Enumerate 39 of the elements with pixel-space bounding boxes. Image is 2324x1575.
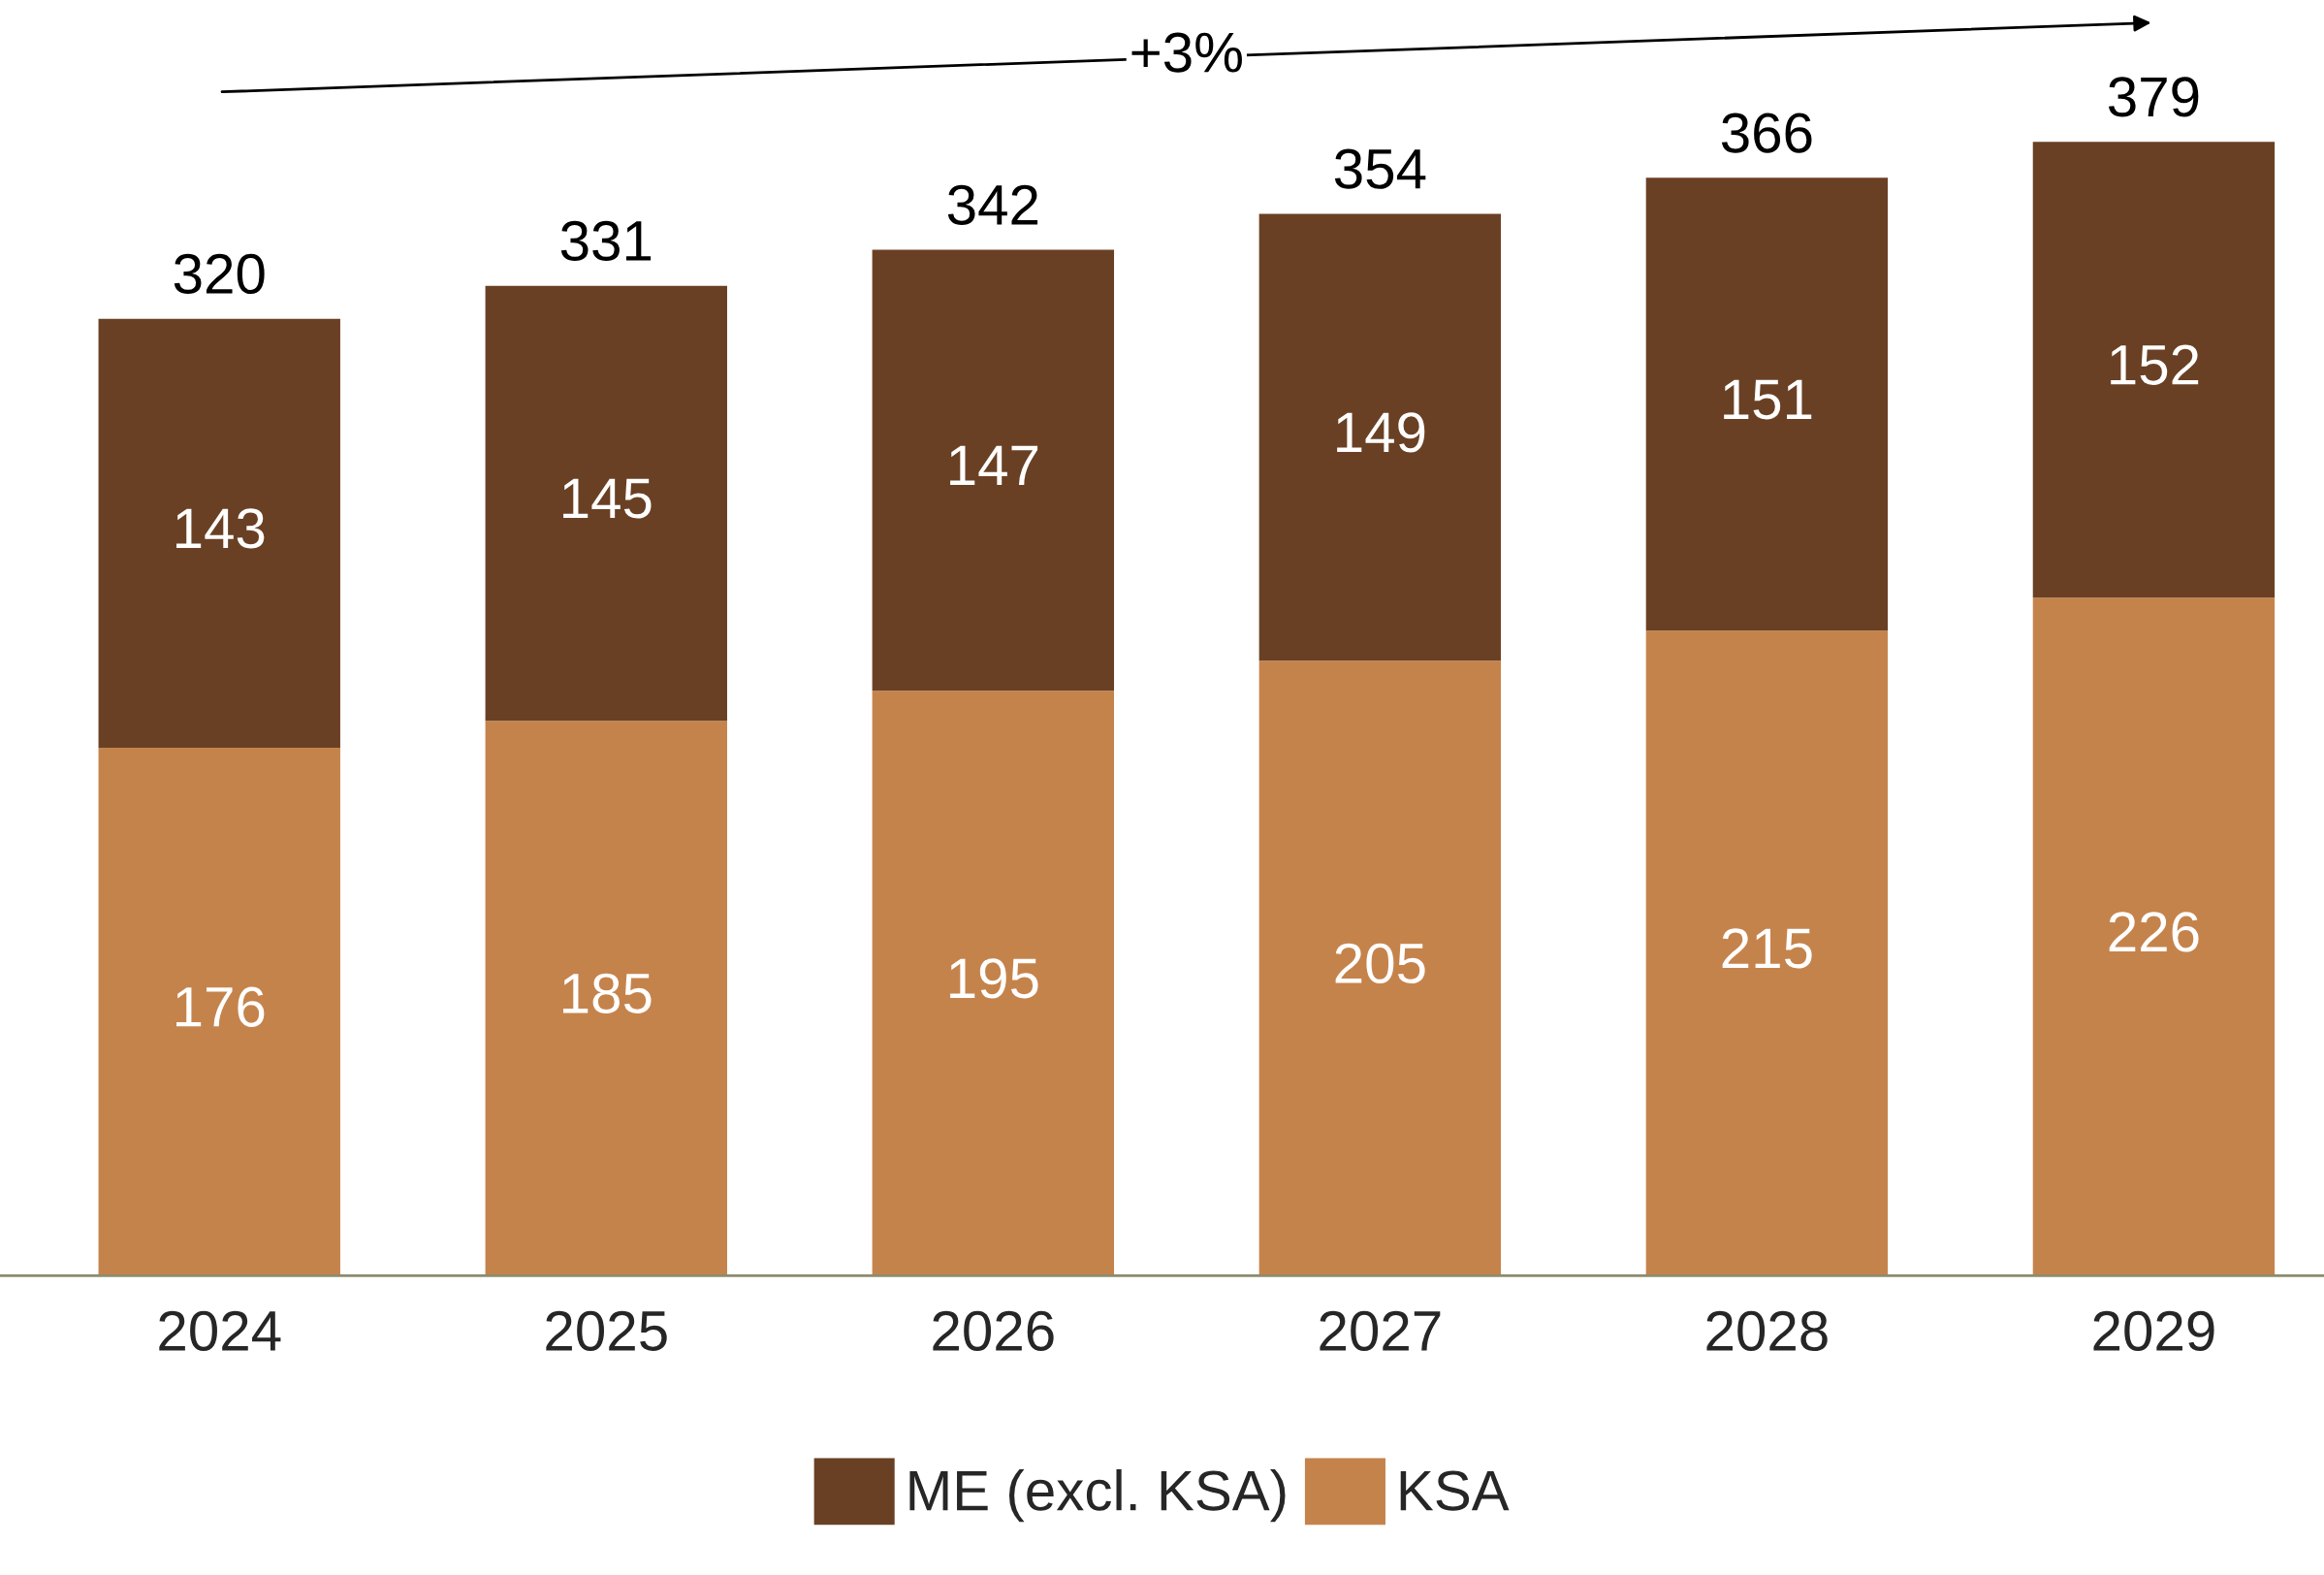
bar bbox=[2032, 142, 2276, 598]
bar bbox=[872, 691, 1115, 1276]
legend-label: ME (excl. KSA) bbox=[909, 1468, 1286, 1523]
legend-label: KSA bbox=[1400, 1470, 1510, 1511]
total-label: 331 bbox=[560, 220, 652, 262]
bar bbox=[1645, 630, 1889, 1276]
bar bbox=[872, 249, 1115, 691]
data-label: 147 bbox=[950, 445, 1038, 485]
x-tick-label: 2026 bbox=[933, 1310, 1054, 1352]
data-label: 149 bbox=[1337, 412, 1425, 453]
data-label: 205 bbox=[1335, 943, 1425, 984]
data-label: 195 bbox=[950, 958, 1038, 999]
total-label: 320 bbox=[174, 253, 265, 295]
bar bbox=[1258, 660, 1502, 1276]
x-tick-label: 2024 bbox=[159, 1310, 281, 1352]
text: +3% bbox=[1131, 32, 1242, 73]
total-label: 379 bbox=[2108, 77, 2199, 117]
data-label: 215 bbox=[1722, 928, 1812, 969]
total-label: 342 bbox=[947, 184, 1038, 225]
data-label: 226 bbox=[2109, 912, 2199, 952]
total-label: 354 bbox=[1334, 148, 1426, 189]
bar bbox=[98, 748, 340, 1276]
data-label: 143 bbox=[176, 508, 265, 549]
bar bbox=[98, 318, 340, 749]
data-label: 145 bbox=[563, 478, 652, 519]
bar bbox=[485, 285, 727, 722]
x-tick-label: 2029 bbox=[2093, 1310, 2214, 1352]
x-tick-label: 2025 bbox=[546, 1310, 667, 1352]
bar bbox=[2032, 597, 2276, 1276]
data-label: 151 bbox=[1724, 379, 1812, 420]
x-tick-label: 2027 bbox=[1320, 1310, 1441, 1352]
data-label: 152 bbox=[2111, 344, 2199, 385]
bar bbox=[1645, 177, 1889, 631]
x-tick-label: 2028 bbox=[1706, 1310, 1828, 1352]
bar bbox=[1258, 213, 1502, 661]
total-label: 366 bbox=[1721, 112, 1812, 153]
data-label: 185 bbox=[563, 973, 652, 1013]
data-label: 176 bbox=[176, 986, 265, 1027]
bar bbox=[485, 721, 727, 1276]
